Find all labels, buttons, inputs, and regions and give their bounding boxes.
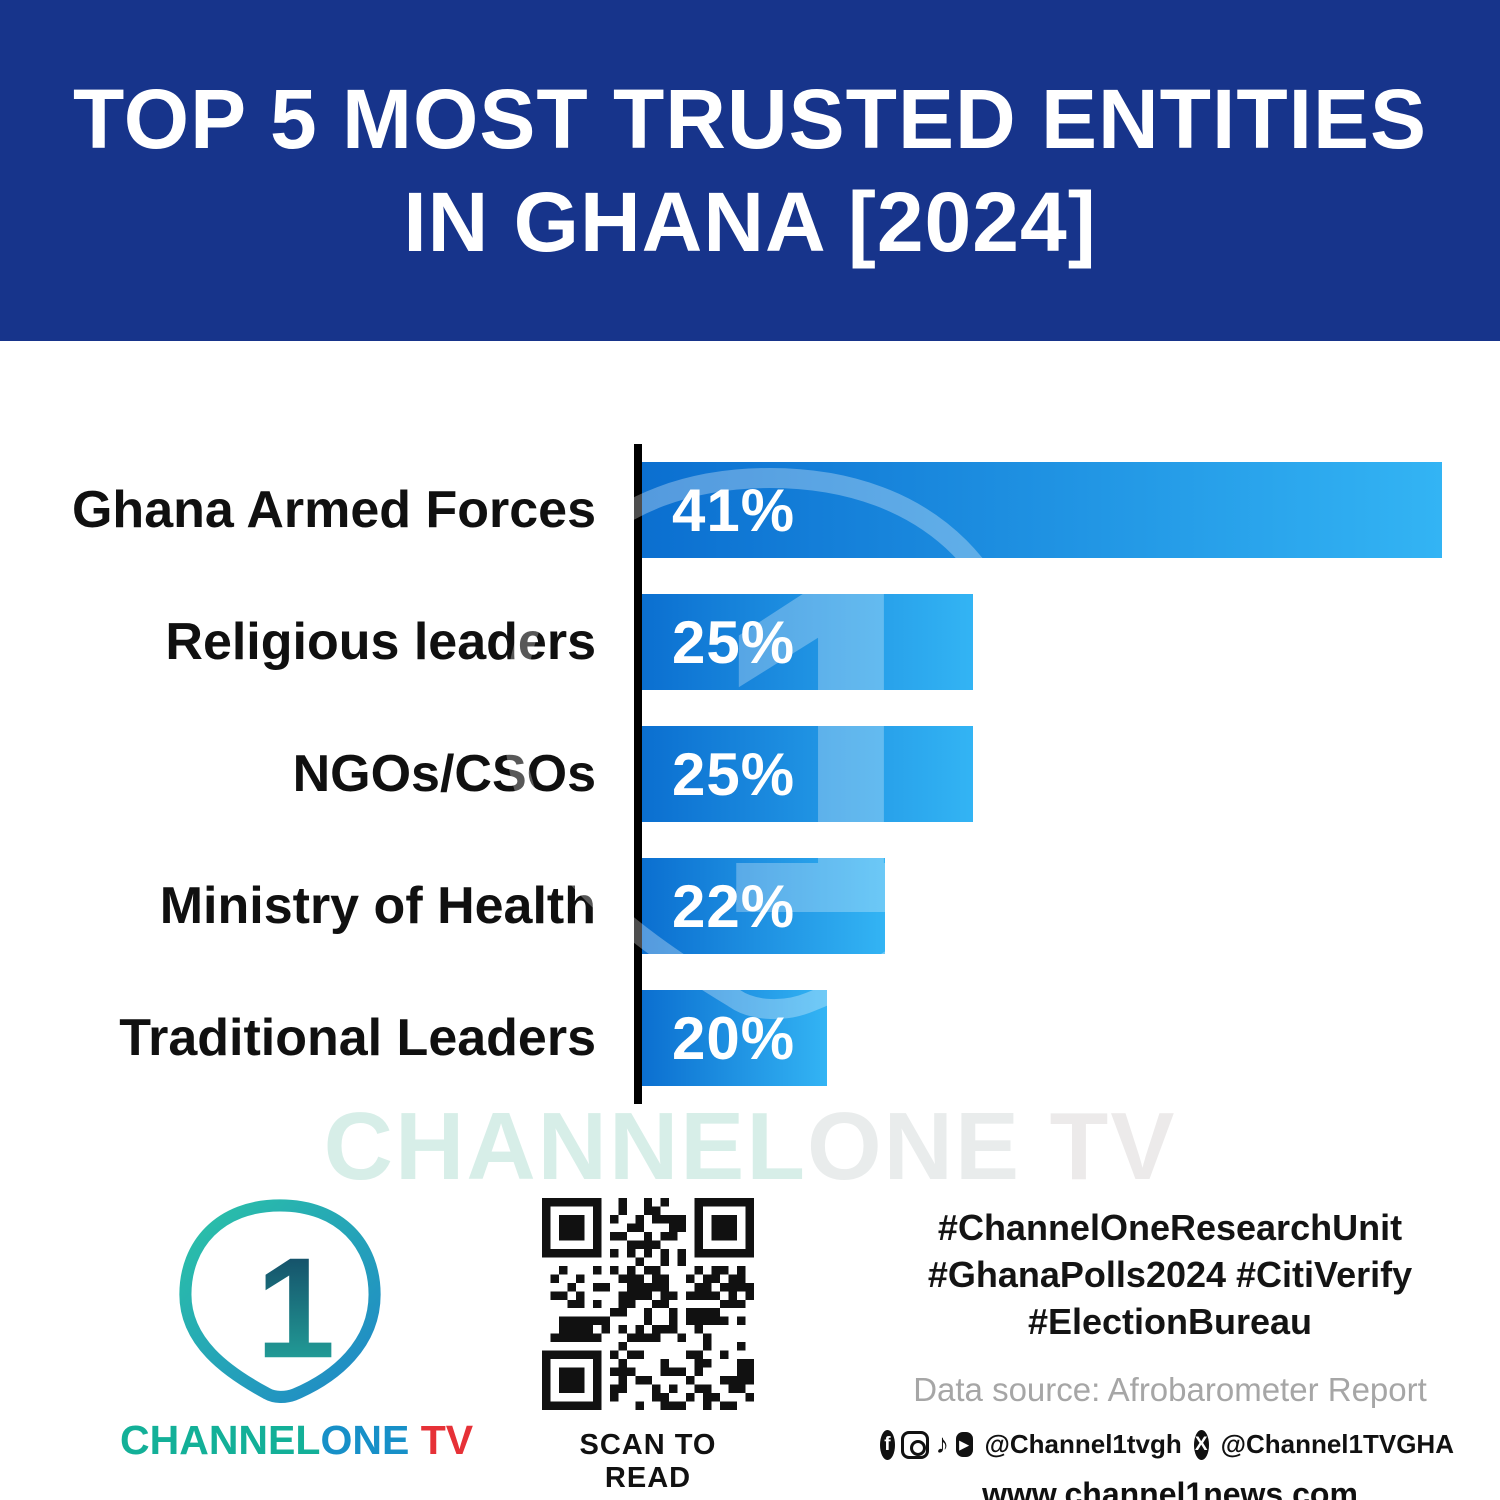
social-row: f ♪ ▶ @Channel1tvgh X @Channel1TVGHA (880, 1429, 1460, 1460)
page-title-line2: IN GHANA [2024] (403, 174, 1097, 269)
watermark-text: CHANNELONE TV (0, 1092, 1500, 1202)
bar: 25% (642, 726, 973, 822)
axis-line (634, 444, 642, 1104)
watermark-tv: TV (1021, 1093, 1177, 1200)
hashtag-line: #ChannelOneResearchUnit (937, 1207, 1403, 1248)
bar-label: Ghana Armed Forces (71, 481, 596, 539)
hashtag-line: #ElectionBureau (1027, 1300, 1313, 1342)
brand-channel: CHANNEL (120, 1417, 321, 1463)
youtube-icon: ▶ (955, 1432, 973, 1458)
bar: 41% (642, 462, 1442, 558)
bar-value: 25% (672, 608, 796, 676)
data-source: Data source: Afrobarometer Report (913, 1371, 1427, 1409)
bar-row: Ministry of Health 22% (0, 858, 1500, 954)
watermark-one: ONE (806, 1093, 1021, 1200)
qr-caption: SCAN TO READ (579, 1429, 717, 1494)
bar-label: Traditional Leaders (119, 1009, 596, 1067)
qr-code (542, 1198, 754, 1410)
bar-value: 25% (672, 740, 796, 808)
social-handle-x: @Channel1TVGHA (1220, 1429, 1454, 1460)
x-icon: X (1193, 1429, 1209, 1460)
header-banner: TOP 5 MOST TRUSTED ENTITIES IN GHANA [20… (0, 0, 1500, 341)
facebook-icon: f (880, 1429, 895, 1460)
bar: 20% (642, 990, 827, 1086)
brand-wordmark: CHANNELONE TV (120, 1417, 473, 1464)
bar-chart: Ghana Armed Forces 41% Religious leaders… (0, 444, 1500, 1122)
tiktok-icon: ♪ (935, 1429, 950, 1460)
bar: 22% (642, 858, 885, 954)
bar-row: Ghana Armed Forces 41% (0, 462, 1500, 558)
qr-block: SCAN TO READ (540, 1198, 756, 1495)
brand-tv: TV (409, 1417, 474, 1463)
channel-one-logo-icon: 1 (179, 1199, 381, 1403)
bar-row: Religious leaders 25% (0, 594, 1500, 690)
instagram-icon (900, 1430, 929, 1459)
hashtag-line: #GhanaPolls2024 #CitiVerify (927, 1253, 1413, 1295)
brand-one: ONE (320, 1417, 410, 1463)
bar-row: NGOs/CSOs 25% (0, 726, 1500, 822)
footer-right-column: #ChannelOneResearchUnit #GhanaPolls2024 … (880, 1205, 1460, 1500)
page-title-line1: TOP 5 MOST TRUSTED ENTITIES (72, 72, 1428, 167)
social-handle-main: @Channel1tvgh (984, 1429, 1182, 1460)
watermark-channel: CHANNEL (323, 1093, 807, 1200)
bar-value: 20% (672, 1004, 796, 1072)
bar-label: NGOs/CSOs (292, 745, 596, 803)
bar-label: Ministry of Health (159, 877, 596, 935)
logo-numeral: 1 (256, 1229, 336, 1388)
bar-label: Religious leaders (165, 613, 596, 671)
bar: 25% (642, 594, 973, 690)
channel-one-logo-block: 1 CHANNELONE TV (120, 1190, 473, 1464)
bar-row: Traditional Leaders 20% (0, 990, 1500, 1086)
bar-value: 41% (672, 476, 796, 544)
hashtags: #ChannelOneResearchUnit #GhanaPolls2024 … (880, 1205, 1460, 1345)
bar-value: 22% (672, 872, 796, 940)
website-url: www.channel1news.com (982, 1476, 1358, 1500)
